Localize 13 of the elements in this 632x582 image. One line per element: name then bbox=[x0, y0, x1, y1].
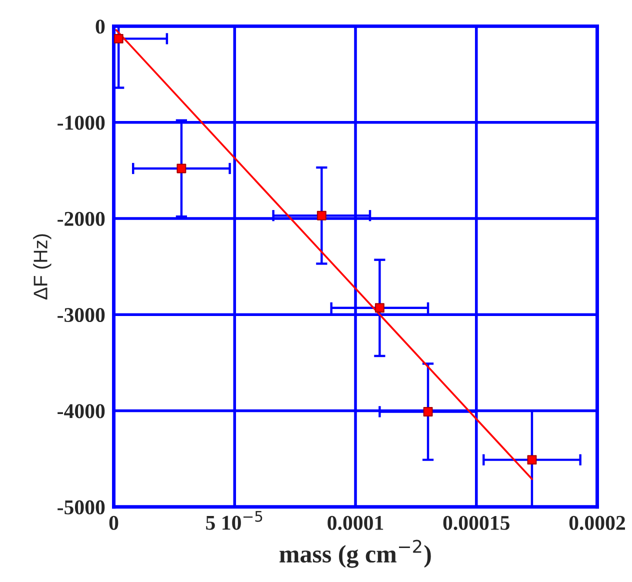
x-tick-label: 5 10$^{−5}$ bbox=[206, 511, 262, 530]
y-axis-title: ΔF (Hz) bbox=[33, 234, 52, 300]
y-tick-label: -2000 bbox=[58, 212, 105, 226]
y-tick-label: -3000 bbox=[58, 308, 105, 322]
y-tick-label: -4000 bbox=[58, 404, 105, 418]
x-axis-title: mass (g cm$^{−2}$) bbox=[280, 540, 431, 568]
y-tick-label: 0 bbox=[96, 20, 105, 34]
y-tick-label: -1000 bbox=[58, 116, 105, 130]
x-tick-label: 0.0002 bbox=[569, 516, 625, 530]
x-tick-label: 0 bbox=[109, 516, 118, 530]
x-tick-label: 0.0001 bbox=[328, 516, 384, 530]
y-tick-label: -5000 bbox=[58, 500, 105, 514]
x-tick-label: 0.00015 bbox=[443, 516, 510, 530]
